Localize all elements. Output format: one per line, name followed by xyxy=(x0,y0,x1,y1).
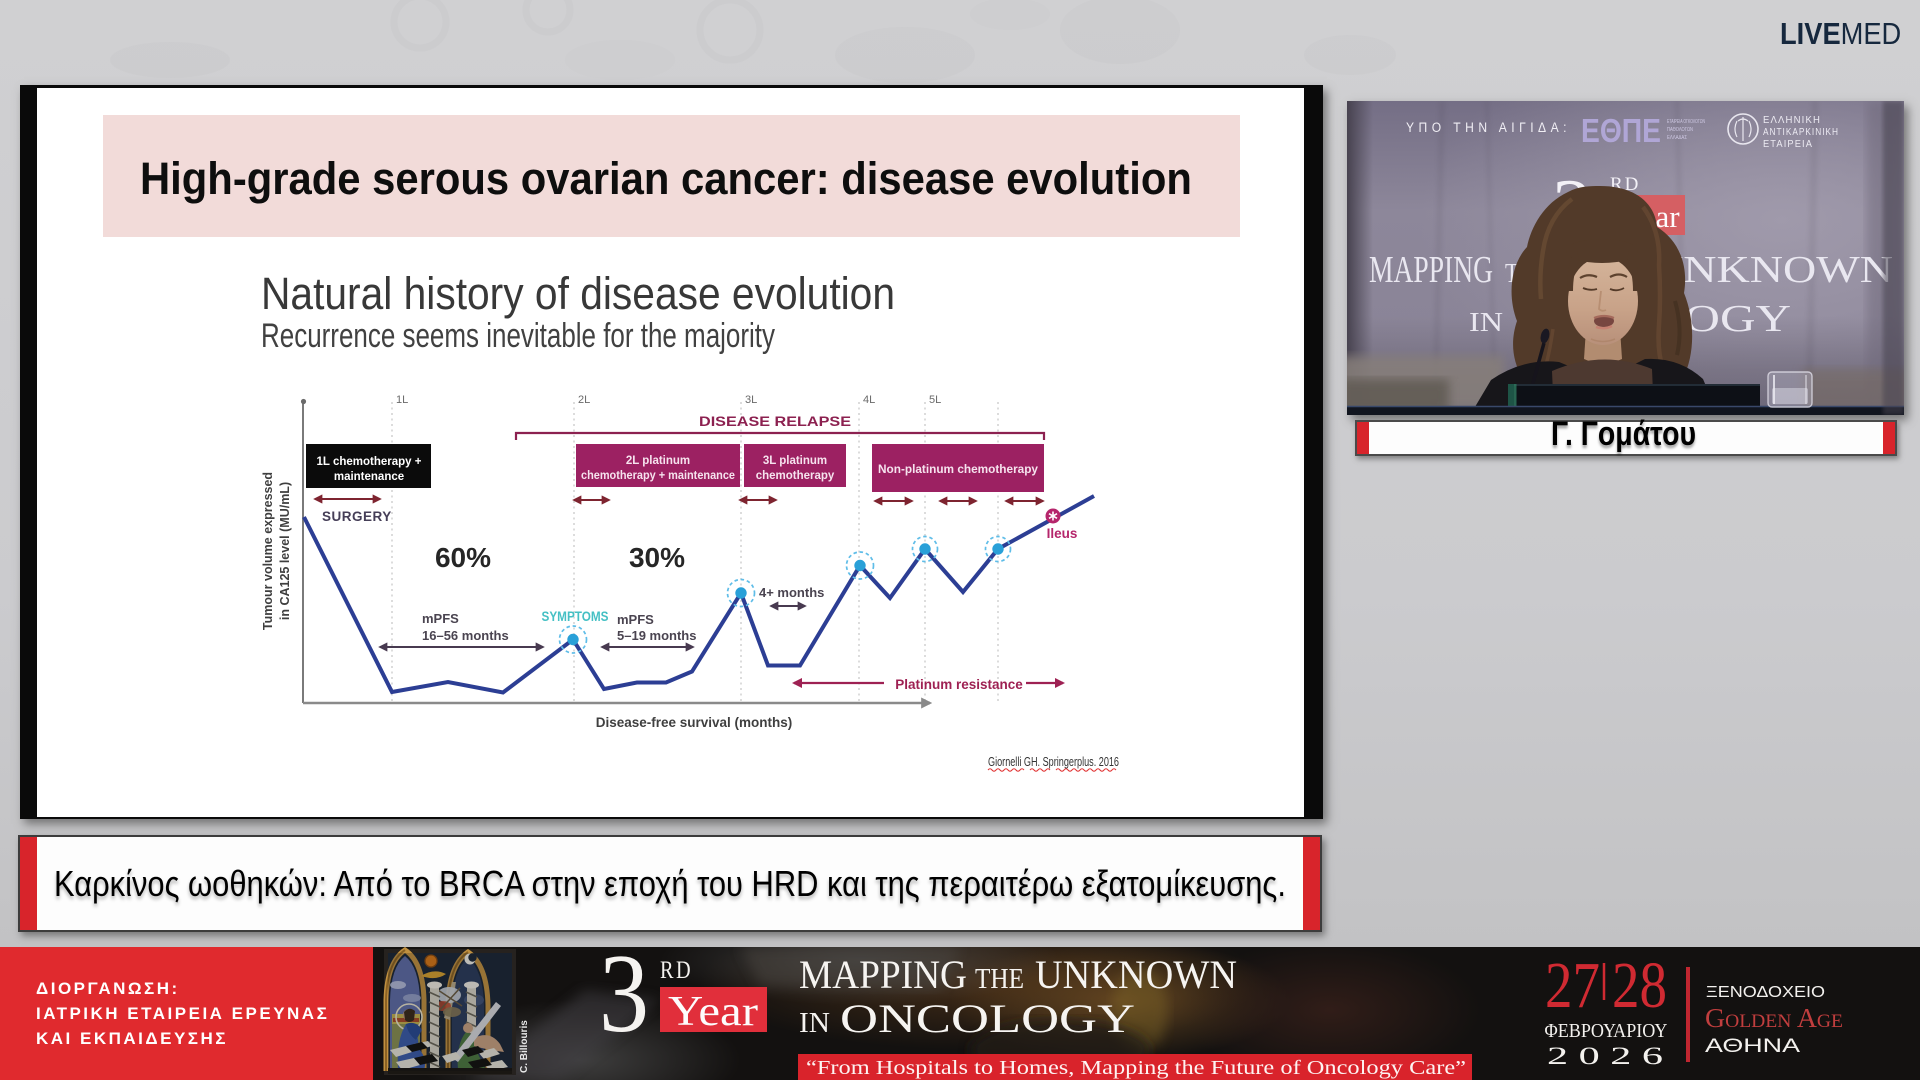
svg-text:Giornelli GH. Springerplus. 20: Giornelli GH. Springerplus. 2016 xyxy=(988,755,1119,769)
svg-text:2 0 2 6: 2 0 2 6 xyxy=(1547,1043,1663,1070)
svg-text:RD: RD xyxy=(660,957,693,984)
svg-text:ΕΛΛΑΔΑΣ: ΕΛΛΑΔΑΣ xyxy=(1667,135,1687,141)
svg-text:Golden Age: Golden Age xyxy=(1705,1003,1843,1033)
svg-text:2L: 2L xyxy=(578,394,590,406)
svg-text:30%: 30% xyxy=(629,542,685,573)
svg-text:4+ months: 4+ months xyxy=(759,585,824,600)
svg-text:Tumour volume expressed: Tumour volume expressed xyxy=(261,472,275,630)
svg-text:ΦΕΒΡΟΥΑΡΙΟΥ: ΦΕΒΡΟΥΑΡΙΟΥ xyxy=(1545,1020,1668,1042)
svg-text:5L: 5L xyxy=(929,394,941,406)
svg-text:5–19 months: 5–19 months xyxy=(617,628,696,643)
svg-text:SURGERY: SURGERY xyxy=(322,509,392,524)
svg-text:UNKNOWN: UNKNOWN xyxy=(1650,249,1893,291)
svg-text:60%: 60% xyxy=(435,542,491,573)
svg-text:C. Billouris: C. Billouris xyxy=(519,1020,530,1073)
svg-text:Non-platinum chemotherapy: Non-platinum chemotherapy xyxy=(878,464,1039,476)
svg-text:ΞΕΝΟΔΟΧΕΙΟ: ΞΕΝΟΔΟΧΕΙΟ xyxy=(1706,984,1825,1001)
svg-text:ΥΠΟ ΤΗΝ ΑΙΓΙΔΑ:: ΥΠΟ ΤΗΝ ΑΙΓΙΔΑ: xyxy=(1406,120,1571,135)
svg-text:ΕΤΑΙΡΕΙΑ ΟΓΚΟΛΟΓΩΝ: ΕΤΑΙΡΕΙΑ ΟΓΚΟΛΟΓΩΝ xyxy=(1667,119,1705,125)
svg-text:Natural history of disease evo: Natural history of disease evolution xyxy=(261,268,895,319)
svg-text:1L chemotherapy +: 1L chemotherapy + xyxy=(317,456,422,468)
svg-text:maintenance: maintenance xyxy=(334,471,404,483)
svg-text:3L platinum: 3L platinum xyxy=(763,455,827,467)
svg-text:SYMPTOMS: SYMPTOMS xyxy=(542,609,609,624)
svg-text:28: 28 xyxy=(1612,949,1667,1022)
svg-text:3L: 3L xyxy=(745,394,757,406)
svg-text:in CA125 level (MU/mL): in CA125 level (MU/mL) xyxy=(278,482,292,620)
svg-text:MAPPING: MAPPING xyxy=(1369,249,1493,291)
svg-text:chemotherapy + maintenance: chemotherapy + maintenance xyxy=(581,470,735,482)
svg-text:ΕΘΠΕ: ΕΘΠΕ xyxy=(1581,112,1661,149)
svg-text:27: 27 xyxy=(1545,949,1600,1022)
svg-text:ΑΘΗΝΑ: ΑΘΗΝΑ xyxy=(1705,1036,1800,1057)
svg-text:2L platinum: 2L platinum xyxy=(626,455,690,467)
svg-text:DISEASE RELAPSE: DISEASE RELAPSE xyxy=(699,414,851,429)
svg-text:Disease-free survival (months): Disease-free survival (months) xyxy=(596,715,793,730)
svg-text:Ileus: Ileus xyxy=(1047,526,1078,541)
svg-text:IN: IN xyxy=(799,1008,830,1039)
svg-text:chemotherapy: chemotherapy xyxy=(756,470,835,482)
svg-text:Year: Year xyxy=(668,989,758,1035)
svg-text:THE: THE xyxy=(975,964,1024,995)
svg-text:IN: IN xyxy=(1469,307,1503,337)
svg-text:3: 3 xyxy=(599,947,649,1056)
svg-text:ΠΑΘΟΛΟΓΩΝ: ΠΑΘΟΛΟΓΩΝ xyxy=(1667,127,1693,133)
svg-text:mPFS: mPFS xyxy=(422,611,459,626)
svg-text:ONCOLOGY: ONCOLOGY xyxy=(840,996,1135,1041)
svg-text:ΕΤΑΙΡΕΙΑ: ΕΤΑΙΡΕΙΑ xyxy=(1763,139,1813,150)
svg-text:ΑΝΤΙΚΑΡΚΙΝΙΚΗ: ΑΝΤΙΚΑΡΚΙΝΙΚΗ xyxy=(1763,127,1839,138)
svg-text:Recurrence seems inevitable fo: Recurrence seems inevitable for the majo… xyxy=(261,317,775,355)
svg-text:1L: 1L xyxy=(396,394,408,406)
svg-text:ΕΛΛΗΝΙΚΗ: ΕΛΛΗΝΙΚΗ xyxy=(1763,115,1821,126)
svg-text:mPFS: mPFS xyxy=(617,612,654,627)
svg-text:“From Hospitals to Homes, Mapp: “From Hospitals to Homes, Mapping the Fu… xyxy=(806,1057,1466,1079)
svg-text:MAPPING: MAPPING xyxy=(799,952,967,997)
svg-text:16–56 months: 16–56 months xyxy=(422,628,509,643)
svg-text:4L: 4L xyxy=(863,394,875,406)
svg-text:Platinum resistance: Platinum resistance xyxy=(895,677,1023,692)
svg-text:UNKNOWN: UNKNOWN xyxy=(1035,952,1237,997)
